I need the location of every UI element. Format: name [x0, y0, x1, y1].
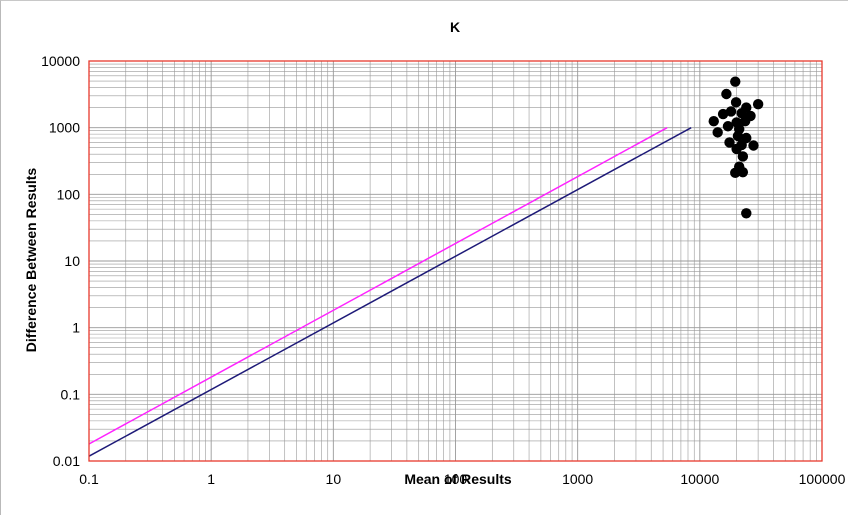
- scatter-point: [752, 98, 764, 110]
- y-tick-label: 1: [72, 320, 80, 336]
- y-tick-label: 10000: [41, 53, 80, 69]
- scatter-point: [736, 107, 747, 119]
- scatter-point: [737, 151, 749, 162]
- series-line-2: [88, 127, 692, 457]
- y-tick-label: 0.1: [61, 386, 81, 402]
- y-tick-label: 1000: [49, 120, 80, 136]
- x-tick-label: 10: [326, 471, 342, 487]
- scatter-point: [730, 97, 742, 108]
- scatter-points: [708, 76, 764, 219]
- x-axis-label: Mean of Results: [404, 471, 512, 487]
- scatter-point: [721, 88, 732, 100]
- scatter-point: [741, 208, 752, 219]
- y-tick-label: 0.01: [53, 453, 80, 469]
- y-tick-label: 100: [57, 186, 81, 202]
- y-tick-labels: 0.01 0.1 1 10 100 1000 10000: [41, 53, 80, 469]
- grid-lines: [89, 61, 822, 461]
- x-tick-label: 10000: [680, 471, 719, 487]
- y-axis-label: Difference Between Results: [23, 168, 39, 353]
- scatter-point: [739, 116, 751, 127]
- scatter-point: [748, 140, 759, 151]
- scatter-point: [730, 167, 741, 179]
- series-line-1: [88, 127, 668, 445]
- scatter-point: [730, 76, 741, 87]
- series-lines: [88, 127, 692, 457]
- scatter-point: [732, 130, 744, 142]
- x-tick-label: 100: [444, 471, 468, 487]
- scatter-point: [725, 106, 737, 117]
- chart-title: K: [450, 19, 460, 35]
- scatter-point: [731, 143, 742, 155]
- x-tick-label: 1: [207, 471, 215, 487]
- x-tick-label: 100000: [799, 471, 846, 487]
- scatter-point: [717, 108, 729, 120]
- x-tick-labels: 0.1 1 10 100 1000 10000 100000: [79, 471, 845, 487]
- plot-area-border: [88, 60, 823, 462]
- scatter-point: [722, 121, 734, 132]
- y-tick-label: 10: [64, 253, 80, 269]
- scatter-point: [724, 137, 735, 148]
- scatter-point: [708, 116, 719, 127]
- scatter-point: [712, 127, 723, 138]
- scatter-point: [737, 166, 749, 178]
- x-tick-label: 0.1: [79, 471, 99, 487]
- x-tick-label: 1000: [562, 471, 593, 487]
